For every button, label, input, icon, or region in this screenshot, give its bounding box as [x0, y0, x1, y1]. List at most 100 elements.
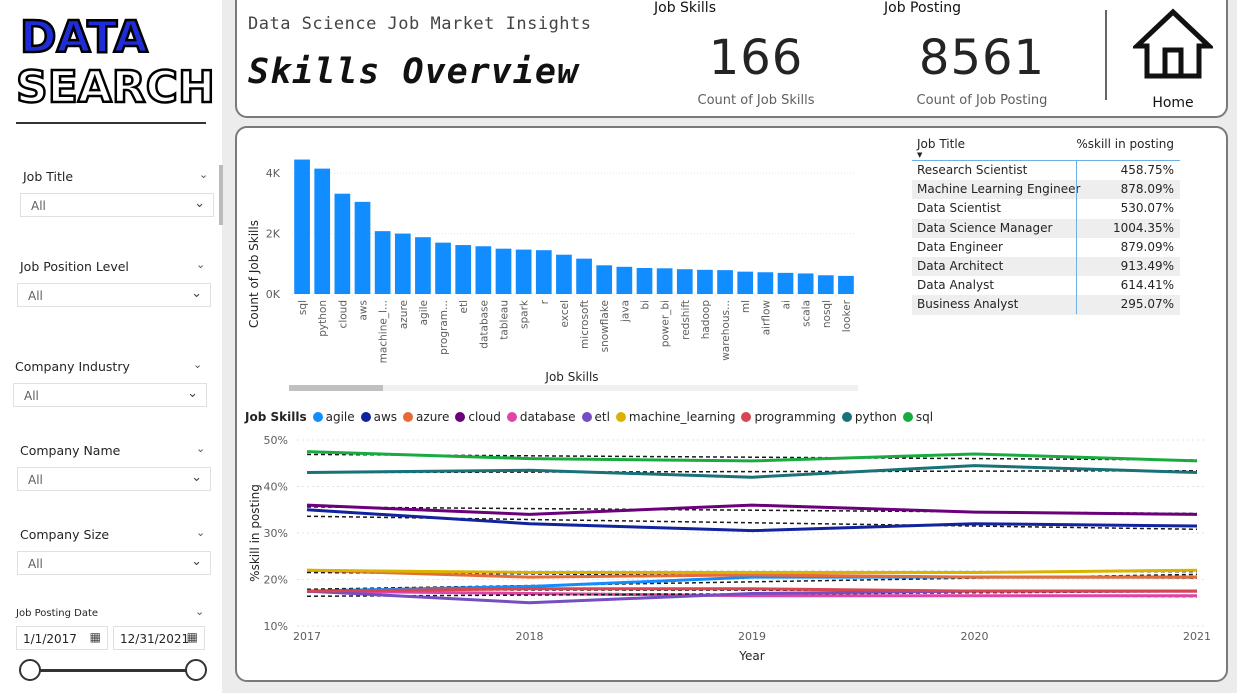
skill-percent-cell: 614.41% [1120, 278, 1174, 293]
job-title-dropdown[interactable]: All ⌄ [20, 193, 214, 217]
kpi-caption: Count of Job Posting [916, 93, 1048, 108]
bar-airflow[interactable] [757, 272, 774, 294]
line-y-tick-label: 40% [264, 481, 288, 494]
bar-excel[interactable] [556, 254, 572, 294]
chevron-down-icon[interactable]: ⌄ [196, 526, 206, 539]
bar-x-tick-label: airflow [760, 300, 772, 336]
bar-ml[interactable] [737, 271, 754, 294]
table-row[interactable]: Data Engineer 879.09% [912, 238, 1180, 257]
series-line-aws[interactable] [306, 508, 1198, 533]
company-industry-dropdown[interactable]: All ⌄ [13, 383, 207, 407]
legend-item-cloud[interactable]: cloud [455, 410, 501, 424]
svg-text:SEARCH: SEARCH [16, 62, 214, 113]
bar-looker[interactable] [838, 275, 854, 294]
dropdown-value: All [31, 199, 46, 213]
job-position-level-dropdown[interactable]: All ⌄ [17, 283, 211, 307]
bar-warehous[interactable] [717, 270, 733, 294]
bar-java[interactable] [616, 266, 633, 294]
bar-machine_l[interactable] [374, 231, 391, 294]
bar-agile[interactable] [415, 237, 431, 294]
series-line-azure[interactable] [306, 568, 1197, 579]
table-row[interactable]: Data Scientist 530.07% [912, 199, 1180, 218]
table-row[interactable]: Data Analyst 614.41% [912, 276, 1180, 295]
svg-text:DATA: DATA [20, 12, 148, 63]
bar-bi[interactable] [636, 268, 653, 294]
bar-x-tick-label: sql [297, 300, 309, 315]
legend-marker [615, 412, 626, 422]
bar-snowflake[interactable] [596, 265, 613, 294]
chevron-down-icon[interactable]: ⌄ [196, 442, 206, 455]
bar-scala[interactable] [797, 273, 814, 294]
bar-chart-scrollbar[interactable] [289, 385, 383, 391]
sidebar-scrollbar[interactable] [219, 165, 223, 225]
bar-power_bi[interactable] [656, 268, 673, 294]
table-row[interactable]: Business Analyst 295.07% [912, 295, 1180, 315]
bar-x-tick-label: ai [781, 300, 793, 309]
start-date-input[interactable]: 1/1/2017 ▦ [16, 626, 108, 650]
company-name-filter-label: Company Name [20, 443, 121, 458]
bar-etl[interactable] [455, 245, 472, 294]
chevron-down-icon[interactable]: ⌄ [199, 168, 209, 181]
date-range-start-handle[interactable] [19, 659, 41, 681]
date-range-slider-track[interactable] [30, 669, 196, 672]
series-line-sql[interactable] [306, 450, 1198, 463]
bar-cloud[interactable] [334, 193, 351, 294]
bar-x-tick-label: tableau [499, 300, 511, 340]
legend-item-sql[interactable]: sql [902, 410, 933, 424]
bar-hadoop[interactable] [697, 269, 713, 294]
legend-marker [841, 412, 852, 422]
dropdown-value: All [28, 557, 43, 571]
company-name-dropdown[interactable]: All ⌄ [17, 467, 211, 491]
series-line-cloud[interactable] [306, 503, 1198, 516]
sort-down-icon[interactable]: ▼ [917, 151, 923, 159]
bar-r[interactable] [535, 250, 552, 294]
table-row[interactable]: Research Scientist 458.75% [912, 161, 1180, 180]
date-range-end-handle[interactable] [185, 659, 207, 681]
legend-item-aws[interactable]: aws [360, 410, 397, 424]
legend-item-python[interactable]: python [841, 410, 897, 424]
bar-chart-scroll-track[interactable] [383, 385, 858, 391]
bar-aws[interactable] [354, 201, 371, 294]
company-size-dropdown[interactable]: All ⌄ [17, 551, 211, 575]
calendar-icon[interactable]: ▦ [89, 630, 101, 644]
bar-python[interactable] [314, 168, 331, 294]
bar-redshift[interactable] [676, 269, 693, 294]
chevron-down-icon[interactable]: ⌄ [193, 358, 203, 371]
bar-sql[interactable] [294, 159, 310, 294]
legend-item-machine_learning[interactable]: machine_learning [615, 410, 735, 424]
legend-item-programming[interactable]: programming [741, 410, 836, 424]
legend-label: database [519, 410, 576, 424]
bar-spark[interactable] [515, 249, 532, 294]
skill-percent-cell: 295.07% [1120, 297, 1174, 312]
table-column-divider [1076, 160, 1077, 314]
column-header-job-title[interactable]: Job Title [917, 137, 966, 151]
table-row[interactable]: Data Architect 913.49% [912, 256, 1180, 277]
column-header-skill-percent[interactable]: %skill in posting [1076, 137, 1174, 151]
series-line-python[interactable] [306, 464, 1198, 479]
chevron-down-icon[interactable]: ⌄ [195, 605, 205, 618]
logo-divider [16, 122, 206, 124]
bar-x-tick-label: cloud [337, 300, 349, 328]
legend-item-database[interactable]: database [506, 410, 576, 424]
home-button[interactable]: Home [1133, 4, 1213, 111]
bar-program[interactable] [435, 242, 451, 294]
chevron-down-icon[interactable]: ⌄ [196, 258, 206, 271]
calendar-icon[interactable]: ▦ [186, 630, 198, 644]
bar-tableau[interactable] [495, 248, 512, 294]
skill-percent-cell: 879.09% [1120, 239, 1174, 254]
bar-database[interactable] [475, 246, 492, 294]
bar-microsoft[interactable] [576, 258, 592, 294]
bar-ai[interactable] [777, 272, 794, 294]
table-row[interactable]: Data Science Manager 1004.35% [912, 218, 1180, 238]
series-line-database[interactable] [306, 589, 1197, 598]
bar-nosql[interactable] [817, 275, 834, 294]
table-row[interactable]: Machine Learning Engineer 878.09% [912, 180, 1180, 200]
legend-item-etl[interactable]: etl [581, 410, 610, 424]
series-line-programming[interactable] [306, 587, 1197, 593]
bar-azure[interactable] [394, 233, 411, 294]
series-line-machine_learning[interactable] [306, 568, 1198, 575]
end-date-input[interactable]: 12/31/2021 ▦ [113, 626, 205, 650]
legend-item-azure[interactable]: azure [403, 410, 449, 424]
bar-x-tick-label: etl [458, 300, 470, 314]
legend-item-agile[interactable]: agile [312, 410, 355, 424]
